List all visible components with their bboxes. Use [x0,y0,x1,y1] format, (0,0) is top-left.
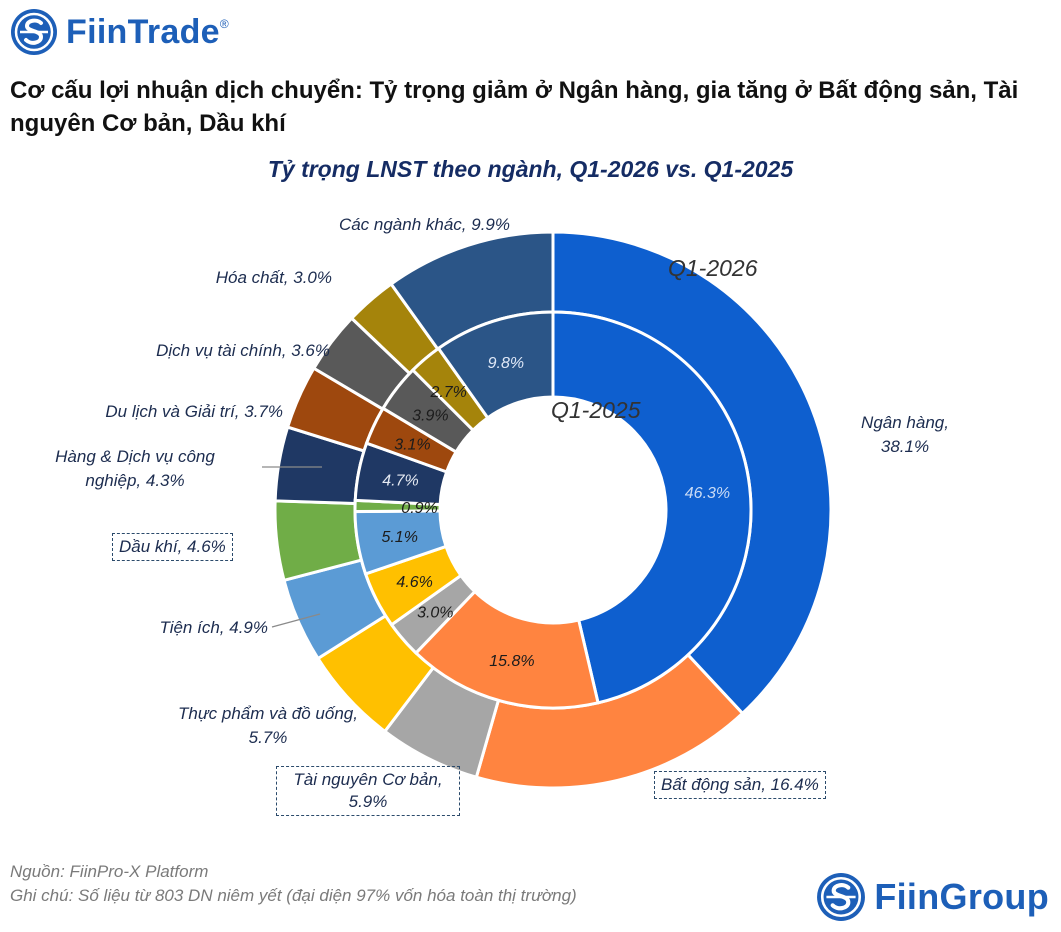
q1-2025-label-bat-dong-san: 15.8% [489,653,534,670]
q1-2026-label-du-lich-va-giai-tri: Du lịch và Giải trí, 3.7% [105,402,283,421]
q1-2025-label-dich-vu-tai-chinh: 3.9% [412,407,448,424]
q1-2026-label-tien-ich: Tiện ích, 4.9% [159,618,268,637]
fiingroup-wordmark: FiinGroup [874,876,1049,917]
q1-2025-label-hoa-chat: 2.7% [429,384,466,401]
sample-note: Ghi chú: Số liệu từ 803 DN niêm yết (đại… [10,886,577,905]
leader-lines [262,466,322,628]
boxed-label-tai-nguyen-co-ban: Tài nguyên Cơ bản, 5.9% [276,766,460,816]
fiintrade-logo: FiinTrade® [10,4,229,60]
q1-2026-label-hang-dich-vu-cong-nghiep: Hàng & Dịch vụ công nghiệp, 4.3% [55,447,215,490]
q1-2025-label-tai-nguyen-co-ban: 3.0% [417,605,453,622]
boxed-label-bat-dong-san: Bất động sản, 16.4% [654,771,826,799]
q1-2025-label-tien-ich: 5.1% [381,529,417,546]
q1-2026-label-hoa-chat: Hóa chất, 3.0% [216,268,332,287]
fiingroup-logo: FiinGroup [816,872,1049,922]
chart-title: Tỷ trọng LNST theo ngành, Q1-2026 vs. Q1… [267,156,794,182]
headline: Cơ cấu lợi nhuận dịch chuyển: Tỷ trọng g… [10,77,1019,137]
source-note: Nguồn: FiinPro-X Platform [10,862,209,881]
ring-title-outer: Q1-2026 [668,255,758,281]
q1-2025-label-thuc-pham-va-do-uong: 4.6% [396,574,432,591]
fiin-dollar-icon [11,9,57,55]
q1-2025-label-dau-khi: 0.9% [401,500,437,517]
fiin-dollar-icon [817,873,866,921]
q1-2026-label-dich-vu-tai-chinh: Dịch vụ tài chính, 3.6% [156,341,330,360]
leader-line-tien-ich [271,613,321,628]
slice-labels: 46.3% 15.8% 3.0% 4.6% 5.1% 0.9% 4.7% 3.1% 3.9% 2.… [55,215,949,747]
q1-2025-label-du-lich-va-giai-tri: 3.1% [394,437,430,454]
q1-2025-slice-ngan-hang [551,310,753,705]
q1-2025-label-cac-nganh-khac: 9.8% [488,355,524,372]
q1-2026-label-thuc-pham-va-do-uong: Thực phẩm và đồ uống, 5.7% [178,704,358,747]
ring-title-inner: Q1-2025 [551,397,641,423]
fiintrade-wordmark: FiinTrade® [66,12,229,51]
q1-2026-label-cac-nganh-khac: Các ngành khác, 9.9% [339,215,510,234]
q1-2026-label-ngan-hang: Ngân hàng, 38.1% [861,413,949,456]
boxed-label-dau-khi: Dầu khí, 4.6% [112,533,233,561]
outer-ring-q1-2026 [273,230,833,790]
q1-2025-label-hang-dich-vu-cong-nghiep: 4.7% [382,473,418,490]
inner-ring-q1-2025 [353,310,753,710]
footer: Nguồn: FiinPro-X Platform Ghi chú: Số li… [10,860,577,908]
q1-2025-slice-cac-nganh-khac [436,310,555,420]
q1-2025-label-ngan-hang: 46.3% [685,485,730,502]
